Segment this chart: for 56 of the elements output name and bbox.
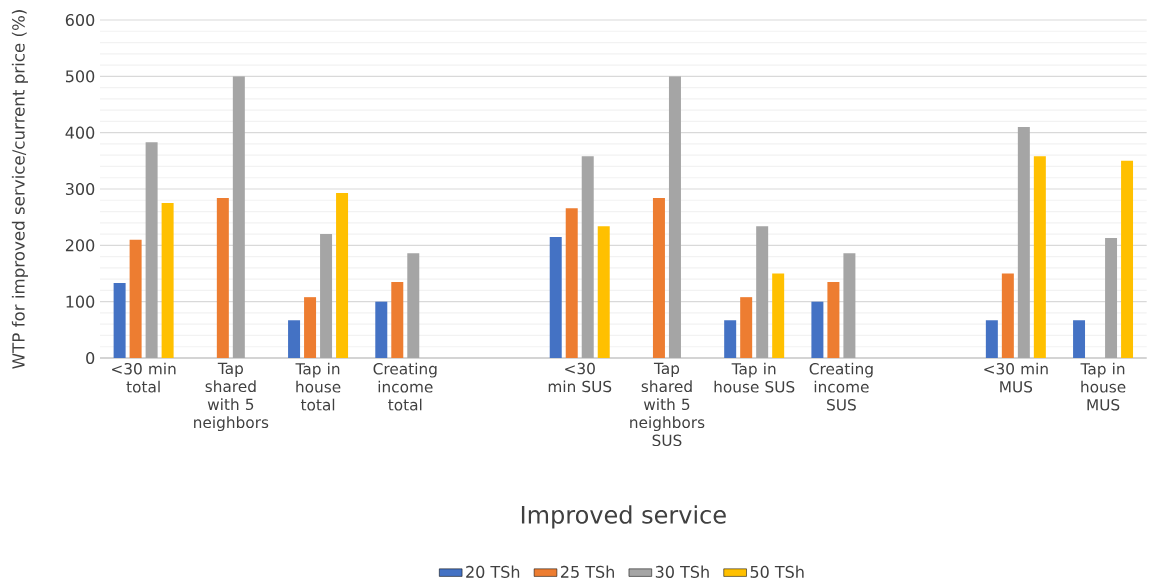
x-tick-label: Tap in house total	[295, 362, 341, 411]
x-tick-label: Tap shared with 5 neighbors	[194, 362, 269, 432]
legend-label: 30 TSh	[655, 565, 709, 578]
bar	[597, 226, 610, 358]
x-tick-label: <30 min SUS	[548, 362, 612, 393]
x-tick-label: Creating income total	[373, 362, 437, 411]
y-tick-label: 0	[86, 351, 95, 365]
bar	[843, 253, 856, 358]
bar	[1073, 320, 1086, 358]
bar	[565, 208, 578, 358]
bar	[407, 253, 420, 358]
y-tick-label: 400	[65, 126, 95, 139]
bar	[232, 76, 245, 358]
bar	[288, 320, 301, 358]
bar	[827, 281, 840, 358]
x-axis-title: Improved service	[521, 505, 726, 529]
bar	[304, 297, 317, 358]
bar	[161, 203, 174, 358]
y-tick-label: 300	[65, 182, 95, 196]
y-axis-title: WTP for improved service/current price (%)	[11, 10, 28, 369]
x-tick-label: <30 min total	[112, 362, 176, 393]
x-tick-label: Creating income SUS	[809, 362, 873, 411]
bar	[652, 198, 665, 358]
bar	[740, 297, 753, 358]
bar	[216, 198, 229, 358]
bar	[772, 273, 785, 358]
bar	[145, 142, 158, 358]
bar	[391, 281, 404, 358]
bar	[320, 234, 333, 358]
bar	[724, 320, 737, 358]
x-tick-label: Tap in house MUS	[1080, 362, 1126, 411]
x-tick-label: Tap shared with 5 neighbors SUS	[630, 362, 705, 447]
bar	[113, 283, 126, 358]
bar	[1121, 160, 1134, 358]
y-tick-label: 500	[65, 70, 95, 83]
bar	[1033, 156, 1046, 358]
y-tick-label: 100	[66, 295, 95, 308]
bar	[1017, 127, 1030, 358]
bar	[375, 301, 388, 358]
legend-label: 25 TSh	[561, 565, 614, 578]
bar	[985, 320, 998, 358]
bar	[129, 239, 142, 358]
bar	[336, 192, 349, 358]
bar	[811, 301, 824, 358]
bar	[549, 236, 562, 358]
x-tick-label: <30 min MUS	[984, 362, 1048, 393]
legend-label: 50 TSh	[750, 565, 804, 578]
bar	[668, 76, 681, 358]
y-tick-label: 600	[65, 13, 95, 27]
legend-label: 20 TSh	[466, 565, 520, 578]
bar	[581, 156, 594, 358]
bar	[1001, 273, 1014, 358]
x-tick-label: Tap in house SUS	[714, 362, 795, 393]
y-tick-label: 200	[65, 239, 95, 252]
bar	[1105, 238, 1118, 358]
bar	[756, 226, 769, 358]
